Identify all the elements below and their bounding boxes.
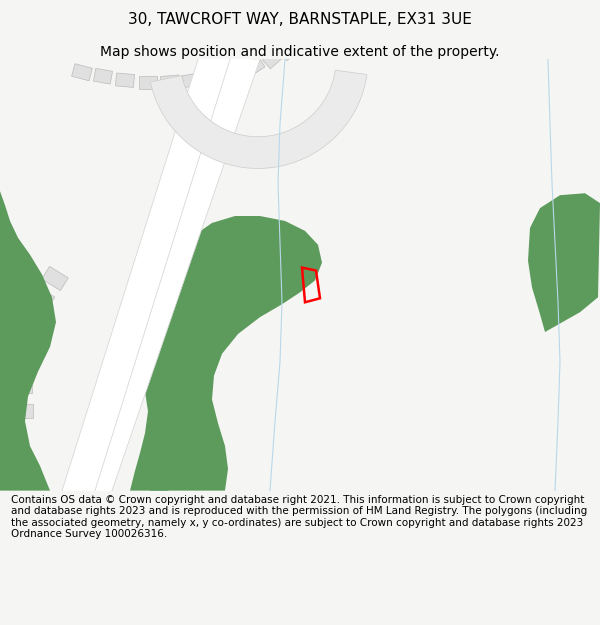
Bar [115, 73, 134, 88]
Bar [262, 50, 281, 69]
Polygon shape [95, 59, 248, 491]
Bar [25, 284, 55, 311]
Bar [160, 75, 179, 89]
Text: Contains OS data © Crown copyright and database right 2021. This information is : Contains OS data © Crown copyright and d… [11, 494, 587, 539]
Bar [41, 266, 68, 291]
Text: Map shows position and indicative extent of the property.: Map shows position and indicative extent… [100, 44, 500, 59]
Polygon shape [151, 70, 367, 168]
Polygon shape [130, 216, 322, 491]
Polygon shape [0, 59, 56, 491]
Bar [205, 69, 225, 86]
Polygon shape [62, 59, 230, 491]
Bar [226, 64, 246, 81]
Bar [13, 356, 31, 367]
Polygon shape [62, 59, 260, 491]
Polygon shape [528, 193, 600, 332]
Bar [139, 76, 157, 89]
Bar [94, 68, 112, 84]
Bar [12, 380, 32, 393]
Bar [11, 404, 33, 418]
Bar [182, 72, 202, 88]
Text: 30, TAWCROFT WAY, BARNSTAPLE, EX31 3UE: 30, TAWCROFT WAY, BARNSTAPLE, EX31 3UE [128, 12, 472, 27]
Polygon shape [50, 245, 240, 491]
Bar [279, 42, 297, 61]
Bar [245, 57, 265, 76]
Bar [71, 64, 92, 81]
